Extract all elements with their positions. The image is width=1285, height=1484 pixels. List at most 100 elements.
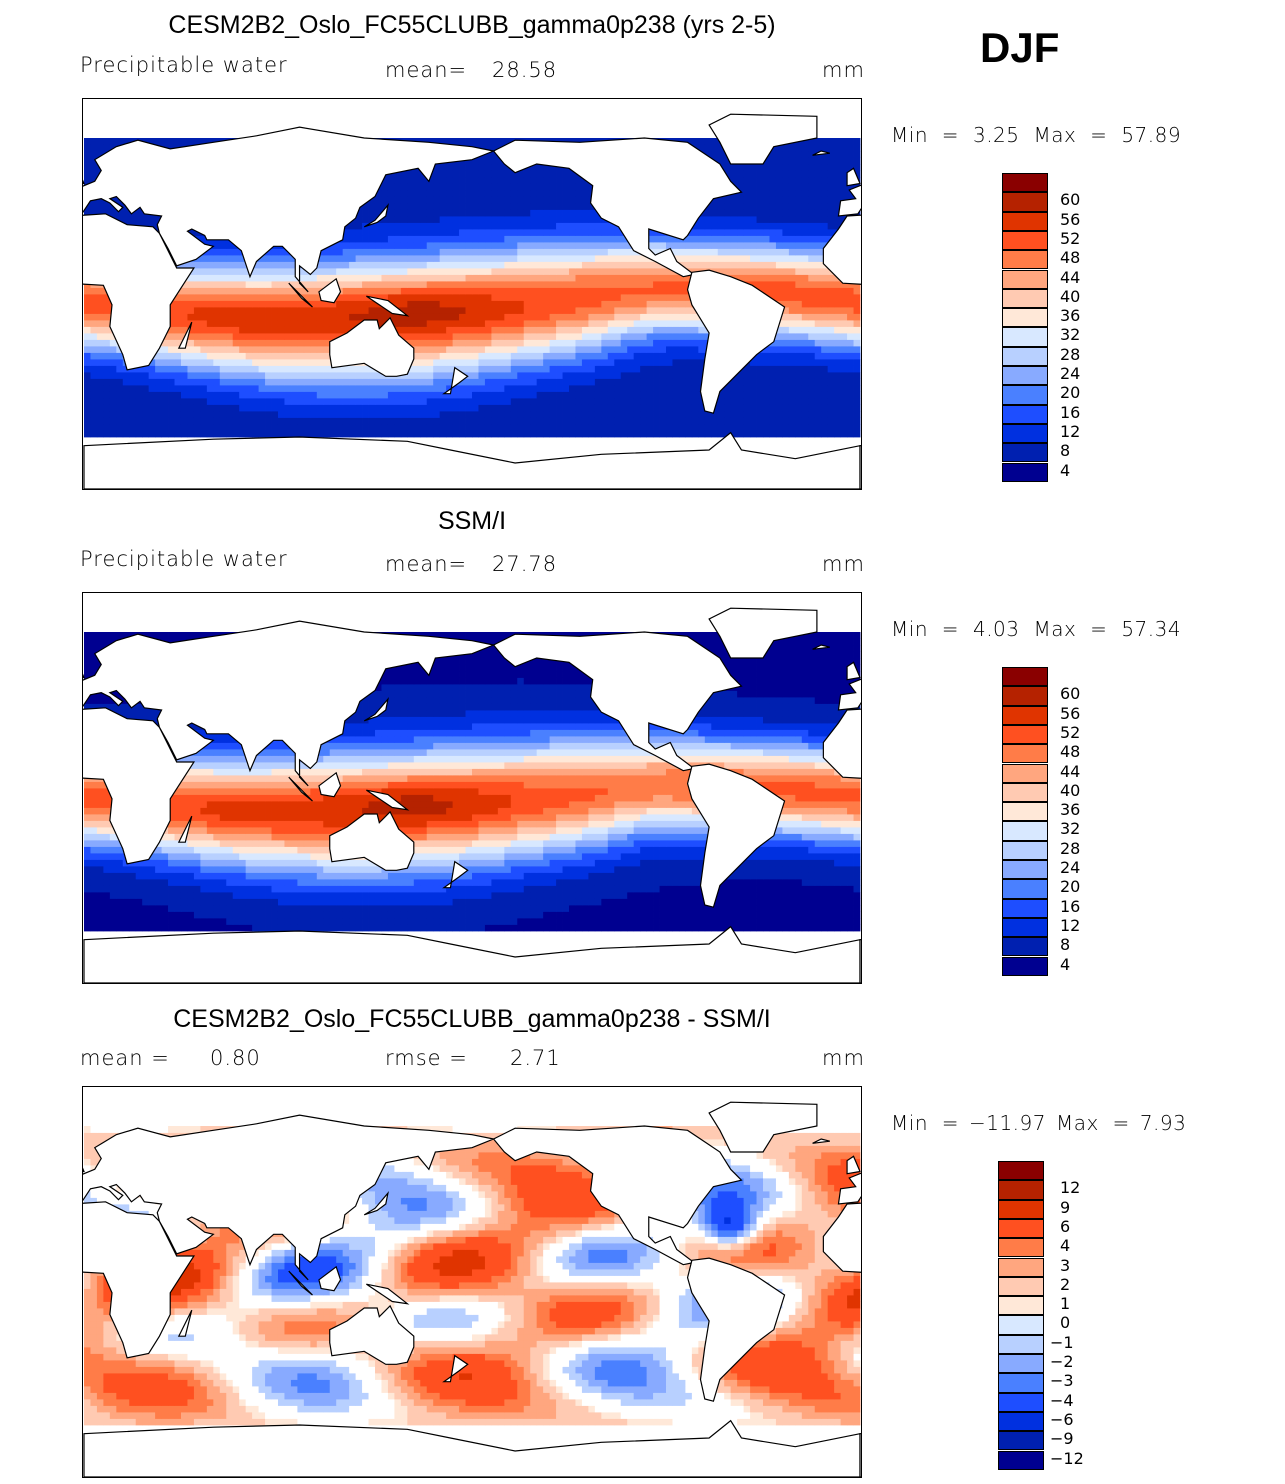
field-cell [549, 235, 557, 243]
field-cell [633, 268, 641, 275]
field-cell [523, 378, 531, 386]
field-cell [135, 404, 143, 412]
field-cell [232, 287, 240, 295]
field-cell [349, 365, 356, 373]
field-cell [478, 430, 486, 438]
field-cell [633, 417, 641, 425]
field-cell [310, 352, 318, 360]
field-cell [362, 391, 369, 399]
field-cell [362, 365, 369, 373]
field-cell [581, 430, 589, 438]
field-cell [562, 294, 570, 301]
field-cell [187, 294, 195, 301]
field-cell [743, 372, 751, 379]
field-cell [355, 404, 363, 412]
field-cell [691, 430, 699, 438]
field-cell [168, 313, 175, 321]
field-cell [556, 333, 563, 340]
field-cell [239, 313, 247, 321]
field-cell [310, 411, 318, 418]
field-cell [116, 385, 124, 392]
field-cell [284, 424, 292, 431]
field-cell [497, 203, 505, 210]
field-cell [523, 229, 531, 236]
field-cell [607, 333, 615, 340]
field-cell [556, 391, 563, 399]
field-cell [142, 417, 150, 425]
field-cell [517, 300, 525, 308]
field-cell [517, 170, 525, 178]
field-cell [750, 196, 757, 204]
field-cell [368, 248, 376, 256]
field-cell [465, 196, 473, 204]
field-cell [446, 229, 453, 236]
field-cell [556, 196, 563, 204]
field-cell [614, 242, 622, 249]
field-cell [206, 359, 214, 366]
field-cell [433, 346, 441, 353]
field-cell [788, 411, 796, 418]
field-cell [530, 294, 538, 301]
field-cell [556, 365, 563, 373]
field-cell [821, 417, 829, 425]
field-cell [90, 326, 98, 334]
field-cell [588, 261, 596, 269]
field-cell [730, 203, 738, 210]
field-cell [607, 430, 615, 438]
field-cell [290, 411, 298, 418]
field-cell [801, 196, 809, 204]
field-cell [543, 287, 550, 295]
field-cell [834, 333, 842, 340]
field-cell [853, 170, 861, 178]
field-cell [556, 248, 563, 256]
field-cell [465, 378, 473, 386]
field-cell [750, 385, 757, 392]
field-cell [795, 352, 803, 360]
field-cell [400, 300, 408, 308]
field-cell [478, 339, 486, 347]
field-cell [465, 359, 473, 366]
field-cell [840, 320, 848, 327]
field-cell [666, 404, 673, 412]
field-cell [465, 313, 473, 321]
field-cell [187, 326, 195, 334]
field-cell [633, 365, 641, 373]
field-cell [549, 307, 557, 314]
field-cell [135, 424, 143, 431]
field-cell [180, 307, 188, 314]
field-cell [763, 190, 770, 197]
field-cell [724, 248, 732, 256]
field-cell [666, 398, 673, 405]
field-cell [685, 352, 693, 360]
field-cell [426, 261, 434, 269]
field-cell [556, 287, 563, 295]
field-cell [763, 385, 770, 392]
field-cell [730, 404, 738, 412]
field-cell [349, 235, 356, 243]
field-cell [491, 235, 499, 243]
field-cell [678, 385, 686, 392]
field-cell [717, 203, 725, 210]
field-cell [180, 404, 188, 412]
field-cell [814, 209, 822, 217]
field-cell [439, 177, 447, 184]
field-cell [523, 430, 531, 438]
field-cell [795, 248, 803, 256]
field-cell [103, 333, 111, 340]
field-cell [226, 333, 234, 340]
field-cell [763, 346, 770, 353]
field-cell [685, 261, 693, 269]
field-cell [148, 385, 156, 392]
field-cell [620, 365, 628, 373]
field-cell [633, 430, 641, 438]
field-cell [446, 261, 453, 269]
field-cell [426, 196, 434, 204]
field-cell [290, 261, 298, 269]
field-cell [387, 177, 395, 184]
field-cell [420, 294, 428, 301]
field-cell [265, 346, 272, 353]
field-cell [834, 196, 842, 204]
field-cell [549, 385, 557, 392]
field-cell [465, 164, 473, 171]
field-cell [472, 326, 479, 334]
